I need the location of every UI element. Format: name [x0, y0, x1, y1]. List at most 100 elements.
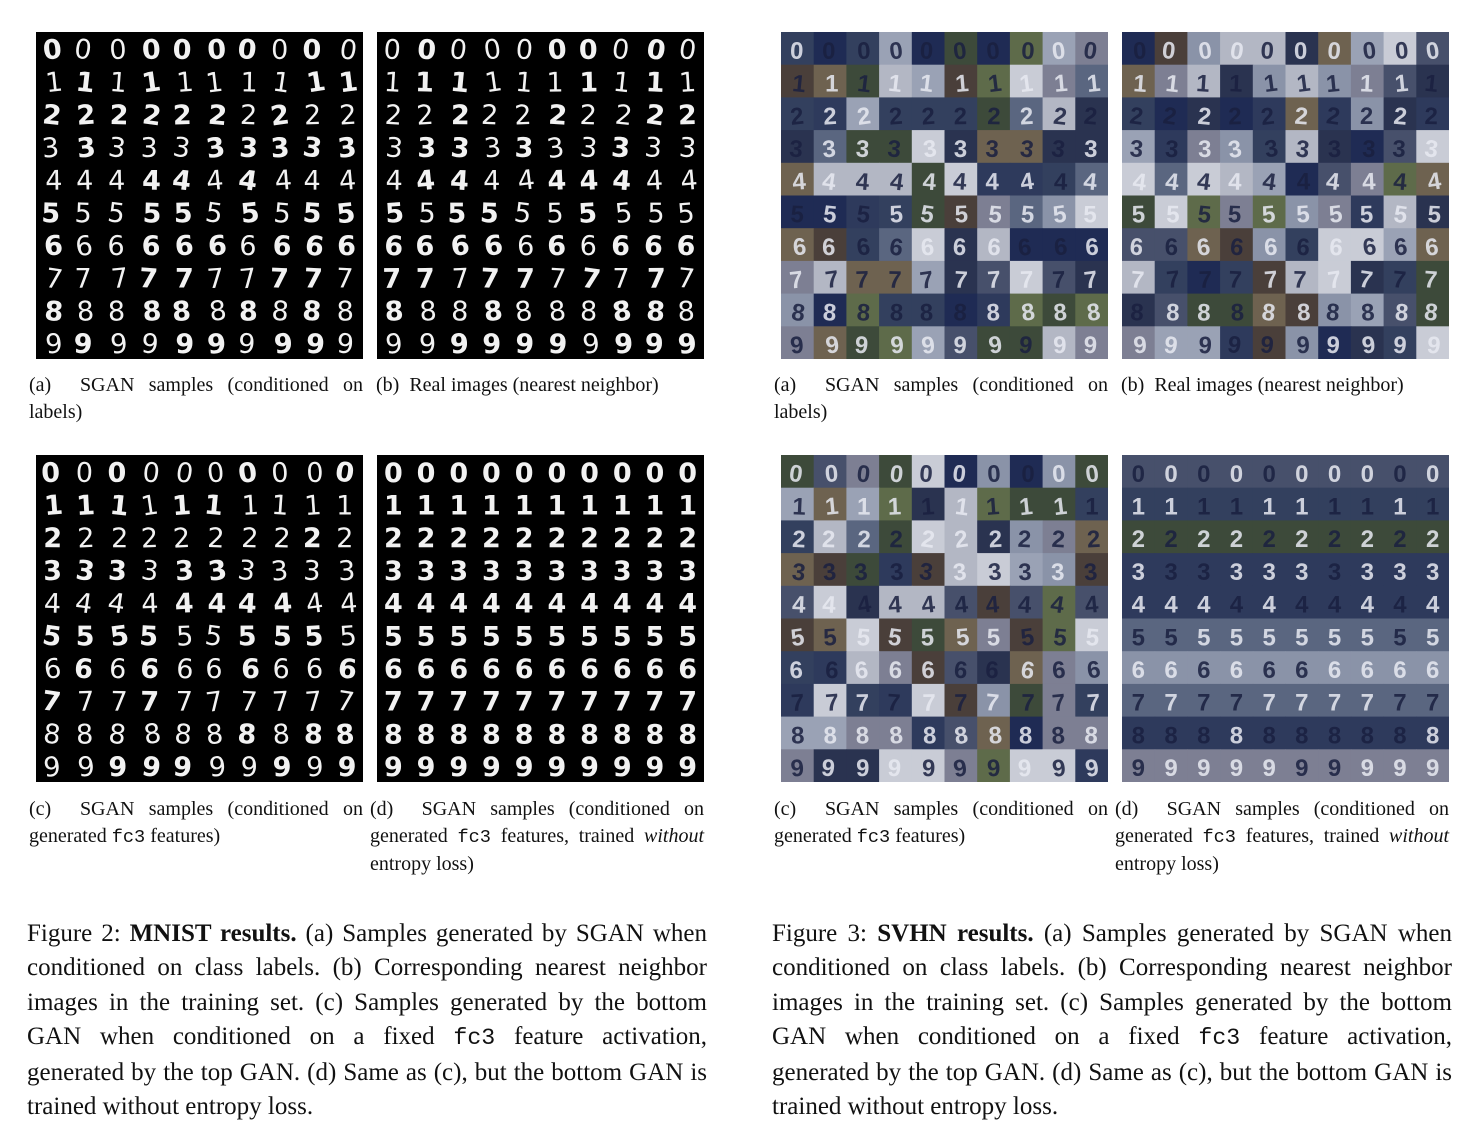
sample-tile [846, 195, 880, 229]
sample-digit: 1 [920, 493, 935, 521]
sample-tile [1318, 97, 1352, 131]
sample-digit: 3 [547, 556, 566, 587]
sample-digit: 1 [857, 493, 871, 520]
sample-digit: 1 [140, 66, 163, 99]
sample-digit: 6 [482, 654, 501, 685]
sample-digit: 4 [303, 166, 320, 197]
sample-digit: 9 [922, 755, 936, 782]
sample-digit: 2 [1019, 103, 1034, 131]
sample-digit: 5 [1427, 201, 1441, 228]
sample-digit: 3 [337, 555, 356, 587]
sample-digit: 1 [1393, 494, 1406, 521]
sample-digit: 2 [888, 103, 904, 131]
sample-digit: 4 [1017, 591, 1033, 619]
sample-digit: 4 [1164, 168, 1181, 196]
sample-tile [1042, 293, 1076, 327]
sample-digit: 0 [547, 34, 568, 66]
sample-tile [879, 585, 913, 619]
sample-digit: 8 [547, 719, 566, 750]
sample-tile [977, 683, 1011, 718]
sample-digit: 0 [416, 34, 437, 66]
sample-digit: 4 [922, 168, 938, 196]
sample-digit: 7 [1165, 266, 1181, 294]
sample-digit: 7 [1130, 266, 1145, 294]
sample-tile [1042, 487, 1076, 521]
sample-digit: 0 [1260, 37, 1275, 65]
sample-digit: 3 [1051, 559, 1065, 587]
sample-digit: 2 [1161, 102, 1178, 131]
sample-digit: 3 [1393, 559, 1406, 586]
sample-digit: 9 [580, 752, 599, 782]
sample-digit: 0 [270, 457, 289, 489]
sample-digit: 6 [1197, 657, 1210, 684]
sample-tile [1075, 97, 1108, 131]
sample-tile [1154, 32, 1188, 66]
sample-digit: 4 [417, 589, 436, 620]
sample-digit: 0 [271, 35, 289, 66]
sample-digit: 1 [1426, 494, 1439, 521]
sample-tile [1042, 162, 1076, 196]
sample-digit: 7 [417, 687, 436, 718]
sample-digit: 6 [1262, 657, 1275, 684]
sample-tile [1220, 520, 1254, 554]
sample-digit: 1 [1195, 70, 1210, 98]
subcaption-text-post: features) [890, 825, 966, 847]
sample-digit: 0 [677, 34, 699, 67]
sample-tile [1042, 618, 1076, 652]
figure3-subcaption-d: (d) SGAN samples (conditioned on generat… [1115, 796, 1449, 878]
sample-digit: 0 [855, 460, 871, 488]
sample-digit: 8 [107, 718, 128, 751]
sample-digit: 1 [337, 66, 359, 99]
sample-digit: 6 [384, 654, 403, 685]
figure-title: MNIST results. [129, 920, 297, 947]
sample-digit: 6 [42, 653, 63, 686]
sample-tile [781, 618, 815, 652]
sample-digit: 7 [304, 686, 323, 718]
sample-digit: 9 [108, 752, 127, 782]
sample-digit: 1 [270, 490, 289, 522]
sample-digit: 9 [1361, 755, 1374, 782]
sample-digit: 3 [139, 555, 160, 588]
sample-digit: 0 [856, 37, 871, 65]
sample-digit: 6 [987, 234, 1002, 262]
sample-digit: 6 [415, 231, 435, 263]
sample-tile [1416, 326, 1449, 359]
sample-digit: 3 [384, 556, 403, 587]
sample-tile [1285, 130, 1319, 164]
sample-digit: 8 [1260, 299, 1277, 327]
sample-digit: 3 [791, 558, 807, 586]
sample-tile [1350, 293, 1385, 327]
sample-digit: 2 [678, 523, 697, 554]
sample-digit: 0 [1393, 461, 1406, 488]
sample-tile [879, 64, 913, 98]
sample-digit: 2 [1086, 526, 1101, 554]
sample-digit: 3 [1263, 135, 1280, 164]
sample-digit: 2 [646, 523, 665, 554]
sample-tile [1122, 455, 1156, 489]
sample-tile [977, 97, 1011, 131]
sample-digit: 3 [853, 559, 868, 587]
subcaption-text-post: entropy loss) [370, 853, 474, 875]
sample-tile [911, 32, 945, 66]
sample-digit: 0 [1051, 460, 1066, 488]
sample-digit: 5 [1051, 200, 1068, 229]
sample-digit: 0 [1161, 37, 1177, 65]
sample-digit: 5 [273, 621, 293, 653]
sample-tile [1416, 716, 1449, 750]
sample-tile [813, 487, 847, 521]
sample-tile [1220, 162, 1254, 196]
sample-digit: 8 [451, 296, 470, 328]
sample-digit: 6 [417, 654, 436, 685]
sample-tile [1318, 553, 1352, 587]
sample-digit: 3 [1164, 559, 1177, 586]
sample-digit: 7 [271, 686, 290, 718]
sample-digit: 8 [449, 719, 468, 750]
sample-digit: 1 [678, 67, 697, 99]
sample-digit: 5 [203, 620, 224, 653]
sample-digit: 2 [1164, 526, 1177, 553]
sample-digit: 0 [951, 460, 967, 488]
subcaption-text-mid: features, trained [1235, 825, 1389, 847]
sample-tile [1009, 97, 1044, 131]
sample-digit: 8 [888, 722, 904, 750]
sample-digit: 3 [822, 558, 838, 586]
